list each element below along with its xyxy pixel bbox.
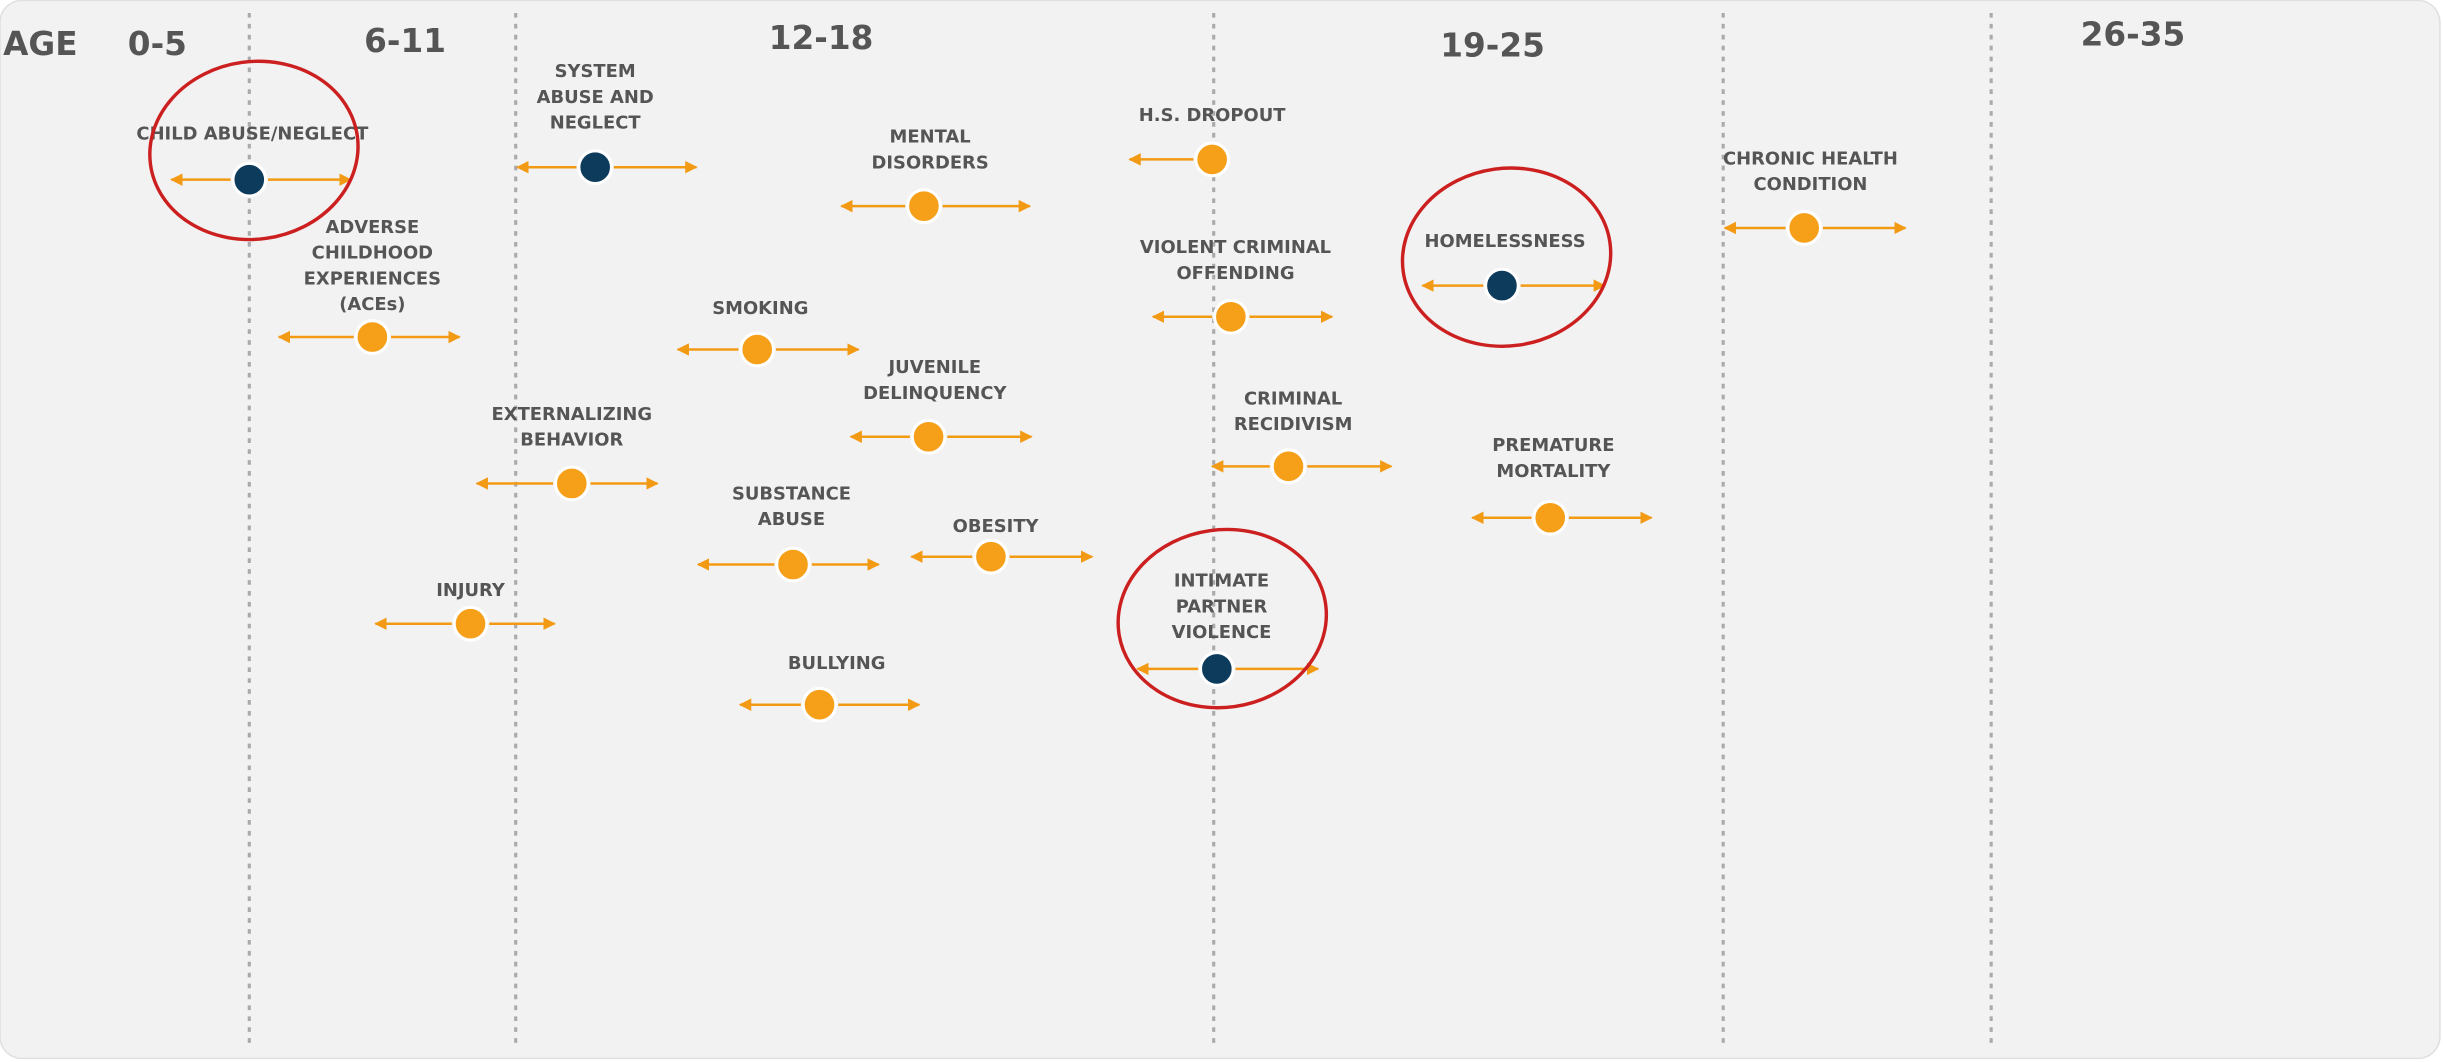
item-dot bbox=[1194, 141, 1231, 178]
item-label: BULLYING bbox=[788, 653, 886, 674]
item-label: RECIDIVISM bbox=[1234, 414, 1353, 435]
item-dot bbox=[972, 538, 1009, 575]
risk-item: INTIMATE PARTNER VIOLENCE bbox=[1116, 527, 1329, 710]
risk-item: SYSTEM ABUSE AND NEGLECT bbox=[516, 61, 698, 186]
item-label: JUVENILE bbox=[888, 357, 982, 378]
risk-item: BULLYING bbox=[738, 653, 921, 723]
age-group-label: 0-5 bbox=[128, 25, 187, 63]
item-label: CHILD ABUSE/NEGLECT bbox=[136, 123, 369, 144]
item-label: PREMATURE bbox=[1492, 435, 1614, 456]
risk-item: EXTERNALIZING BEHAVIOR bbox=[475, 404, 659, 502]
item-label: ABUSE AND bbox=[537, 87, 654, 108]
item-label: MORTALITY bbox=[1496, 461, 1611, 482]
age-group-label: 26-35 bbox=[2081, 16, 2186, 54]
item-label: EXPERIENCES bbox=[304, 268, 441, 289]
item-label: INJURY bbox=[436, 580, 506, 601]
item-dot bbox=[905, 188, 942, 225]
item-label: OBESITY bbox=[953, 516, 1040, 537]
item-dot bbox=[553, 465, 590, 502]
risk-item: VIOLENT CRIMINAL OFFENDING bbox=[1140, 237, 1334, 335]
risk-item: SMOKING bbox=[676, 298, 860, 368]
item-label: H.S. DROPOUT bbox=[1139, 105, 1286, 126]
item-label: CHRONIC HEALTH bbox=[1723, 148, 1898, 169]
age-group-label: 19-25 bbox=[1440, 27, 1545, 65]
item-dot bbox=[1270, 448, 1307, 485]
age-group-label: 6-11 bbox=[364, 22, 446, 60]
item-label: PARTNER bbox=[1176, 596, 1268, 617]
item-label: OFFENDING bbox=[1176, 263, 1294, 284]
item-label: NEGLECT bbox=[550, 113, 642, 134]
highlight-circle bbox=[148, 59, 360, 242]
risk-item: HOMELESSNESS bbox=[1400, 166, 1613, 348]
item-label: VIOLENT CRIMINAL bbox=[1140, 237, 1331, 258]
item-label: SMOKING bbox=[712, 298, 808, 319]
risk-item: CHRONIC HEALTH CONDITION bbox=[1723, 148, 1907, 246]
item-label: SYSTEM bbox=[555, 61, 636, 82]
risk-item: JUVENILE DELINQUENCY bbox=[849, 357, 1033, 455]
item-label: INTIMATE bbox=[1174, 571, 1269, 592]
age-label: AGE bbox=[3, 25, 77, 63]
risk-item: CRIMINAL RECIDIVISM bbox=[1210, 388, 1393, 485]
risk-item: SUBSTANCE ABUSE bbox=[696, 483, 880, 583]
highlight-circle bbox=[1116, 527, 1329, 710]
item-dot bbox=[910, 418, 947, 455]
item-label: (ACEs) bbox=[339, 294, 405, 315]
risk-item: ADVERSE CHILDHOOD EXPERIENCES (ACEs) bbox=[277, 217, 461, 355]
item-dot bbox=[1198, 650, 1235, 687]
risk-item: CHILD ABUSE/NEGLECT bbox=[136, 59, 369, 242]
risk-item: MENTAL DISORDERS bbox=[840, 127, 1032, 225]
risk-item: OBESITY bbox=[910, 516, 1094, 575]
item-dot bbox=[354, 319, 391, 355]
item-label: DISORDERS bbox=[872, 152, 989, 173]
item-dot bbox=[577, 149, 614, 186]
item-label: SUBSTANCE bbox=[732, 483, 851, 504]
item-dot bbox=[452, 605, 489, 642]
item-label: BEHAVIOR bbox=[520, 430, 623, 451]
item-label: MENTAL bbox=[890, 127, 971, 148]
item-dot bbox=[1532, 499, 1569, 536]
item-dot bbox=[801, 686, 838, 723]
risk-item: PREMATURE MORTALITY bbox=[1471, 435, 1653, 536]
item-label: ADVERSE bbox=[326, 217, 420, 238]
item-dot bbox=[1212, 298, 1249, 335]
item-label: ABUSE bbox=[758, 509, 825, 530]
highlight-circle bbox=[1400, 166, 1613, 348]
item-label: CHILDHOOD bbox=[312, 243, 433, 264]
item-dot bbox=[739, 331, 776, 368]
item-label: CONDITION bbox=[1753, 174, 1867, 195]
item-label: DELINQUENCY bbox=[863, 383, 1007, 404]
item-label: EXTERNALIZING bbox=[492, 404, 653, 425]
item-label: CRIMINAL bbox=[1244, 388, 1342, 409]
item-dot bbox=[1786, 210, 1823, 246]
item-dot bbox=[1484, 267, 1520, 304]
item-dot bbox=[231, 161, 268, 198]
risk-item: H.S. DROPOUT bbox=[1128, 105, 1286, 178]
age-group-label: 12-18 bbox=[769, 19, 874, 57]
risk-item: INJURY bbox=[374, 580, 556, 642]
item-dot bbox=[775, 546, 811, 583]
item-label: HOMELESSNESS bbox=[1425, 231, 1586, 252]
item-label: VIOLENCE bbox=[1172, 622, 1272, 643]
